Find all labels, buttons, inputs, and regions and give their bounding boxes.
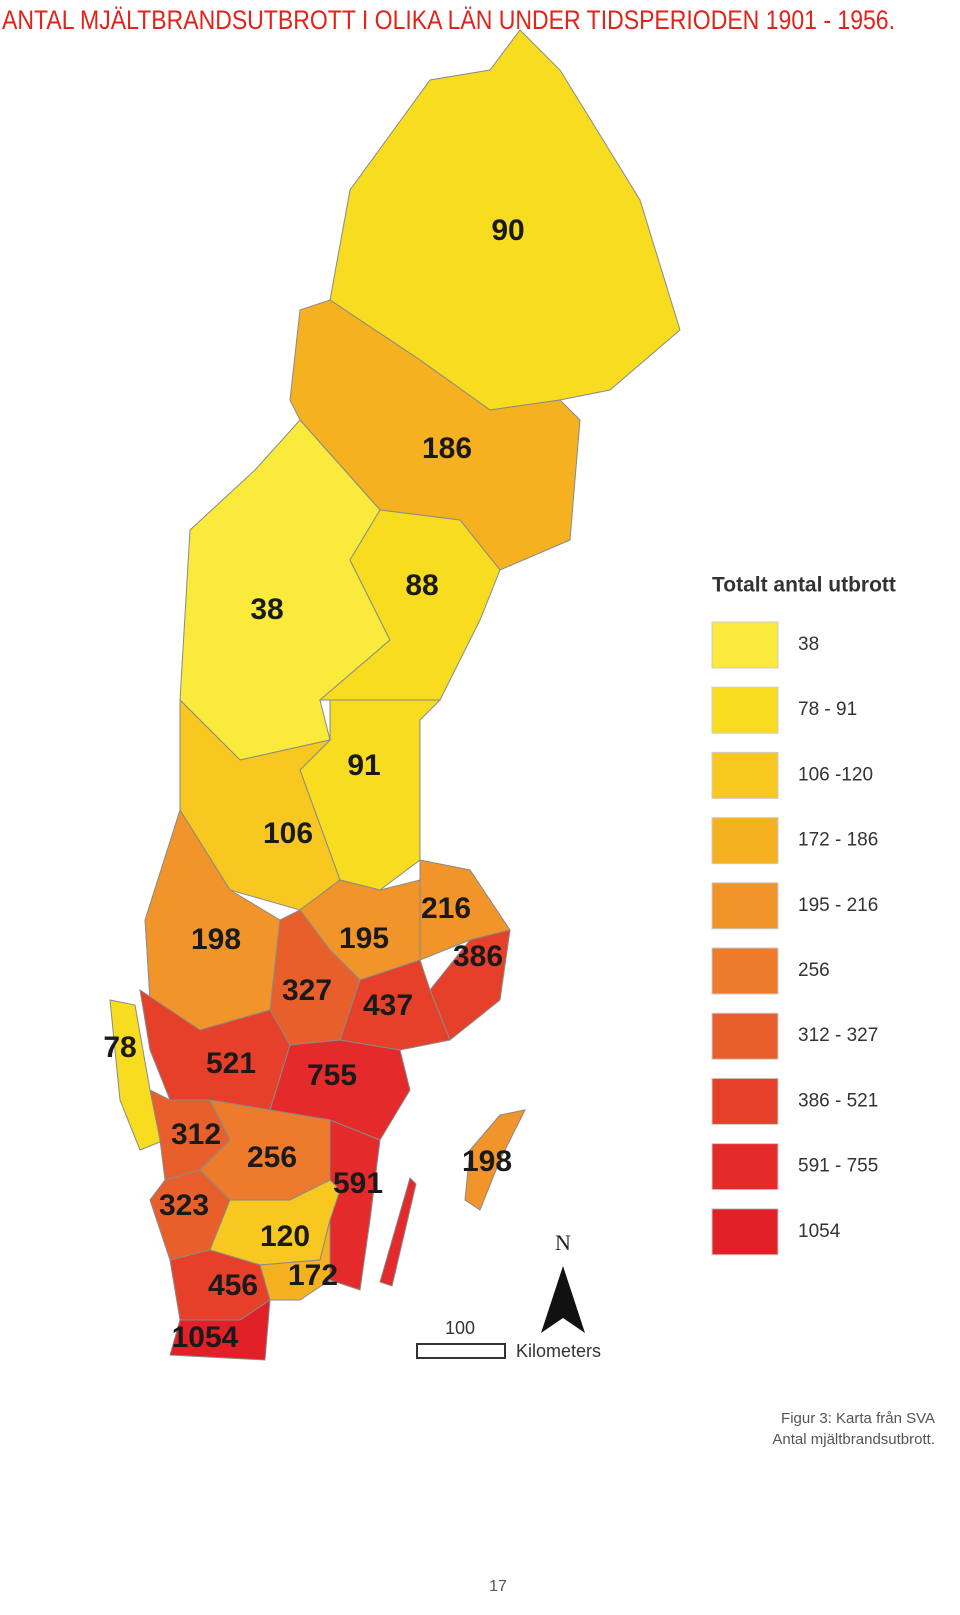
scale-unit: Kilometers [516, 1341, 601, 1361]
region-label: 91 [347, 749, 380, 782]
region [429, 929, 511, 1041]
island [379, 1177, 417, 1287]
region-label: 172 [288, 1259, 338, 1292]
title: ANTAL MJÄLTBRANDSUTBROTT I OLIKA LÄN UND… [2, 5, 895, 35]
region-label: 90 [491, 214, 524, 247]
region-label: 195 [339, 922, 389, 955]
region-label: 216 [421, 892, 471, 925]
region-label: 755 [307, 1059, 357, 1092]
caption-line: Antal mjältbrandsutbrott. [772, 1431, 935, 1448]
legend-label: 256 [798, 960, 830, 981]
north-arrow-shape [541, 1266, 585, 1333]
region-label: 1054 [172, 1321, 239, 1354]
region-label: 106 [263, 817, 313, 850]
region-label: 386 [453, 940, 503, 973]
region-label: 88 [405, 569, 438, 602]
region-label: 327 [282, 974, 332, 1007]
region-label: 78 [103, 1031, 136, 1064]
region-label: 591 [333, 1167, 383, 1200]
legend-label: 1054 [798, 1221, 841, 1242]
legend-label: 591 - 755 [798, 1156, 878, 1177]
region-label: 198 [462, 1145, 512, 1178]
legend-label: 386 - 521 [798, 1090, 878, 1111]
page-number: 17 [489, 1578, 507, 1595]
legend-swatch [711, 1077, 779, 1125]
legend-title: Totalt antal utbrott [712, 574, 896, 597]
legend-label: 106 -120 [798, 764, 873, 785]
legend-swatch [711, 1143, 779, 1191]
north-label: N [555, 1230, 571, 1255]
region-label: 521 [206, 1047, 256, 1080]
region-label: 38 [250, 593, 283, 626]
region-label: 437 [363, 989, 413, 1022]
region-label: 186 [422, 432, 472, 465]
region-label: 256 [247, 1141, 297, 1174]
scale-box [416, 1343, 506, 1359]
legend-swatch [711, 686, 779, 734]
legend-swatch [711, 751, 779, 799]
region-label: 323 [159, 1189, 209, 1222]
region-label: 120 [260, 1220, 310, 1253]
region-label: 198 [191, 923, 241, 956]
legend-label: 172 - 186 [798, 830, 878, 851]
legend-swatch [711, 621, 779, 669]
north-arrow: N [541, 1230, 585, 1333]
legend-label: 195 - 216 [798, 895, 878, 916]
region [169, 1299, 271, 1361]
caption-line: Figur 3: Karta från SVA [781, 1410, 935, 1427]
legend-swatch [711, 817, 779, 865]
legend-swatch [711, 882, 779, 930]
legend-swatch [711, 947, 779, 995]
region-label: 312 [171, 1118, 221, 1151]
map: 90 186 38 88 91 106 198 195 216 386 327 437 78 521 755… [103, 29, 681, 1361]
region [464, 1109, 526, 1211]
region-label: 456 [208, 1269, 258, 1302]
legend-label: 78 - 91 [798, 699, 857, 720]
legend-label: 312 - 327 [798, 1025, 878, 1046]
scale-bar: 100 Kilometers [416, 1318, 601, 1361]
legend-swatch [711, 1012, 779, 1060]
legend-label: 38 [798, 634, 819, 655]
legend-swatch [711, 1208, 779, 1256]
scale-distance: 100 [445, 1318, 475, 1338]
legend: Totalt antal utbrott 38 78 - 91 106 -120 17… [711, 574, 896, 1256]
